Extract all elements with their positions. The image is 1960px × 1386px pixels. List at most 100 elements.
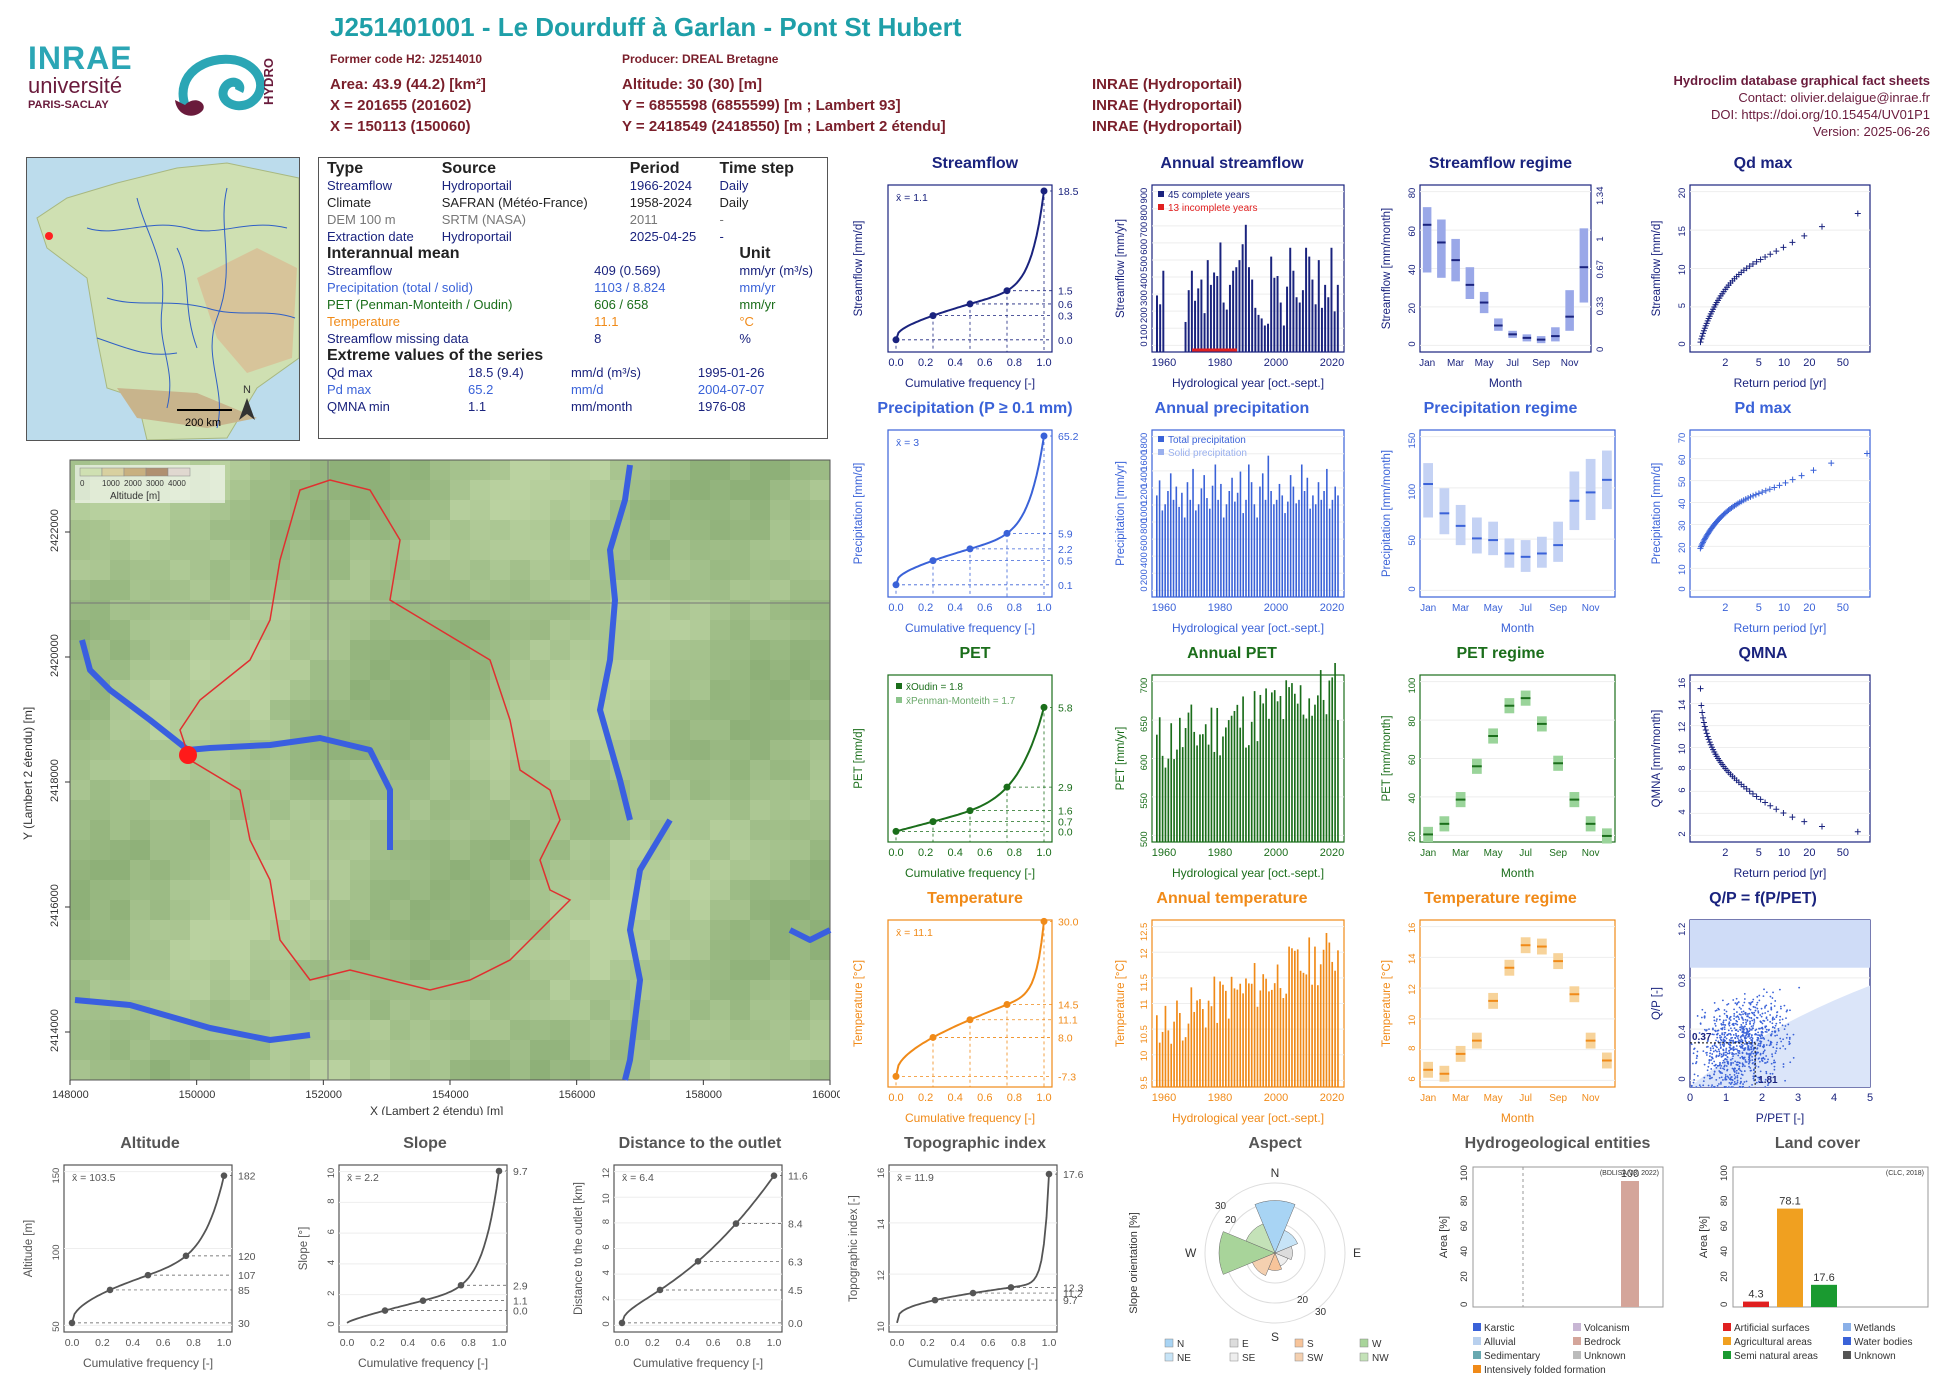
data-point	[1724, 1058, 1726, 1061]
y-tick-label: 1000	[1139, 501, 1150, 522]
dem-cell	[710, 960, 730, 980]
data-point	[1698, 1084, 1701, 1087]
dem-cell	[230, 980, 250, 1000]
dem-cell	[90, 880, 110, 900]
data-point	[1695, 1086, 1698, 1088]
dem-cell	[810, 720, 830, 740]
data-point	[1752, 1022, 1755, 1025]
dem-cell	[750, 520, 770, 540]
data-point	[1711, 1084, 1713, 1087]
data-point	[1773, 806, 1780, 813]
data-point	[1741, 1034, 1744, 1037]
dem-cell	[490, 940, 510, 960]
dem-cell	[230, 680, 250, 700]
dem-cell	[310, 980, 330, 1000]
dem-cell	[450, 460, 470, 480]
data-point	[1723, 1068, 1726, 1071]
dem-cell	[470, 1000, 490, 1020]
data-point	[1749, 1002, 1752, 1005]
dem-cell	[670, 940, 690, 960]
y-tick-label: 60	[1459, 1221, 1470, 1232]
x-tick-label: 0.4	[948, 1092, 963, 1104]
dem-cell	[750, 580, 770, 600]
dem-cell	[650, 920, 670, 940]
data-point	[1726, 1015, 1729, 1017]
dem-cell	[210, 580, 230, 600]
dem-cell	[370, 980, 390, 1000]
dem-cell	[130, 780, 150, 800]
data-point	[1737, 1037, 1739, 1040]
dem-cell	[730, 1000, 750, 1020]
data-point	[1753, 1011, 1756, 1014]
x-tick-label: 0.8	[736, 1337, 751, 1349]
logo-inrae: INRAE université PARIS-SACLAY	[28, 40, 133, 111]
dem-cell	[470, 860, 490, 880]
right-tick-label: 1.6	[1058, 806, 1073, 818]
rose-sector	[1274, 1230, 1298, 1254]
year-bar	[1314, 304, 1317, 352]
x-tick-label: 1	[1723, 1092, 1729, 1104]
year-bar	[1271, 692, 1273, 842]
data-point	[1749, 1023, 1751, 1025]
dem-cell	[190, 620, 210, 640]
dem-cell	[630, 740, 650, 760]
data-point	[1737, 1051, 1740, 1054]
legend-entry: NE	[1177, 1353, 1191, 1364]
data-point	[1717, 1040, 1720, 1043]
dem-cell	[730, 480, 750, 500]
dem-cell	[470, 940, 490, 960]
bar-value-label: 4.3	[1748, 1289, 1763, 1301]
data-point	[1788, 1040, 1791, 1043]
x-tick-label: 1960	[1152, 847, 1176, 859]
dem-cell	[690, 580, 710, 600]
former-code: Former code H2: J2514010	[330, 52, 483, 66]
dem-cell	[610, 680, 630, 700]
dem-cell	[430, 680, 450, 700]
dem-cell	[510, 640, 530, 660]
dem-cell	[630, 840, 650, 860]
dem-cell	[670, 540, 690, 560]
dem-cell	[430, 660, 450, 680]
dem-cell	[230, 580, 250, 600]
dem-cell	[750, 740, 770, 760]
compass-w: W	[1185, 1246, 1197, 1260]
chart-svg: Cumulative frequency [-]Distance to the …	[573, 1164, 808, 1370]
year-bar	[1233, 988, 1236, 1087]
year-bar	[1196, 1000, 1198, 1087]
dem-cell	[670, 900, 690, 920]
dem-cell	[110, 840, 130, 860]
year-bar	[1231, 477, 1233, 597]
year-bar	[1262, 703, 1265, 842]
data-point	[1698, 702, 1705, 709]
dem-cell	[170, 920, 190, 940]
dem-cell	[150, 560, 170, 580]
dem-cell	[570, 740, 590, 760]
year-bar	[1158, 480, 1161, 597]
y-axis-label: PET [mm/d]	[853, 728, 865, 789]
x-tick-label: May	[1484, 1093, 1503, 1104]
dem-cell	[810, 500, 830, 520]
river-line	[79, 639, 393, 850]
year-bar	[1301, 290, 1304, 352]
x-tick-label: 1960	[1152, 357, 1176, 369]
river-line	[597, 464, 633, 821]
dem-cell	[510, 980, 530, 1000]
dem-cell	[810, 760, 830, 780]
year-bar	[1162, 270, 1165, 352]
dem-cell	[110, 960, 130, 980]
year-bar	[1251, 279, 1254, 352]
dem-cell	[270, 1000, 290, 1020]
data-point	[1769, 1043, 1772, 1046]
dem-cell	[650, 460, 670, 480]
data-point	[1734, 1082, 1737, 1085]
dem-cell	[410, 960, 430, 980]
table-row: Pd max 65.2 mm/d 2004-07-07	[327, 381, 819, 398]
y-axis-label: Area [%]	[1698, 1216, 1710, 1258]
x-tick-label: 1.0	[217, 1337, 232, 1349]
data-point	[1744, 1038, 1747, 1040]
year-bar	[1282, 325, 1285, 352]
dem-cell	[310, 920, 330, 940]
logo-hydro: HYDRO	[175, 54, 276, 116]
year-bar	[1184, 1037, 1187, 1087]
dem-cell	[270, 860, 290, 880]
